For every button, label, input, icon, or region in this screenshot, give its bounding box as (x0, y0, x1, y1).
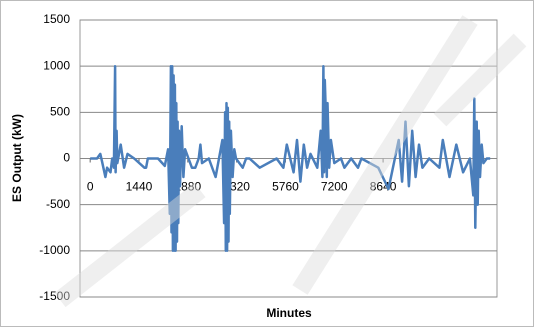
y-tick-label: -500 (46, 197, 70, 211)
x-tick-label: 0 (87, 180, 94, 194)
watermark (433, 33, 527, 127)
x-axis-title: Minutes (266, 306, 312, 320)
y-axis-title: ES Output (kW) (10, 114, 24, 202)
watermark (54, 182, 206, 308)
x-tick-label: 7200 (321, 180, 348, 194)
y-tick-label: -1500 (39, 289, 70, 303)
y-tick-label: 500 (50, 105, 70, 119)
data-line (90, 64, 491, 253)
y-tick-label: 0 (63, 151, 70, 165)
x-tick-label: 5760 (272, 180, 299, 194)
y-tick-label: -1000 (39, 243, 70, 257)
watermark (292, 15, 478, 295)
y-tick-label: 1500 (43, 12, 70, 26)
x-tick-label: 1440 (126, 180, 153, 194)
y-tick-label: 1000 (43, 58, 70, 72)
